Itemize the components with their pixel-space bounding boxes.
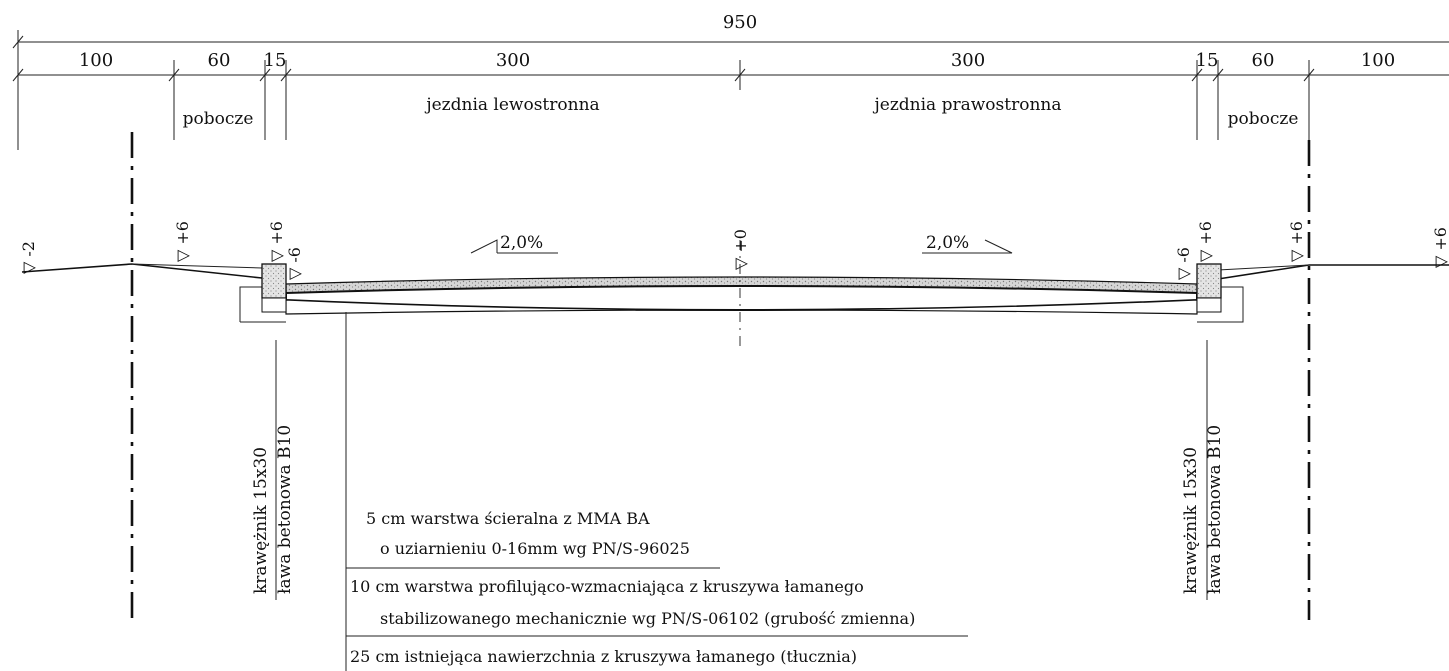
- dim-seg-1: 100: [79, 50, 113, 71]
- right-terrain-line: [1217, 264, 1449, 280]
- zone-labels: pobocze jezdnia lewostronna jezdnia praw…: [183, 95, 1299, 129]
- right-lane-label: jezdnia prawostronna: [873, 95, 1062, 115]
- dimension-chain: 950 100 60 15 300 300 15 60 100: [12, 12, 1449, 150]
- svg-text:▽ -6: ▽ -6: [285, 247, 304, 280]
- elev-far-left: ▽ -2: [19, 241, 38, 274]
- right-curb-labels: krawężnik 15x30 ława betonowa B10: [1181, 425, 1225, 594]
- dimension-extension-lines: [17, 30, 1310, 150]
- dim-total: 950: [723, 12, 757, 33]
- elev-left-shoulder: ▽ +6: [173, 221, 192, 262]
- left-terrain-line: [21, 263, 263, 279]
- layer-legend: 5 cm warstwa ścieralna z MMA BA o uziarn…: [346, 509, 968, 666]
- elev-far-right: ▽ +6: [1431, 227, 1449, 268]
- svg-text:▽ +6: ▽ +6: [267, 221, 286, 262]
- left-curb: [261, 263, 287, 299]
- dim-seg-5: 300: [951, 50, 985, 71]
- left-curb-assembly: [239, 263, 287, 323]
- right-curb-assembly: [1196, 263, 1244, 323]
- elev-axis: ▽ +0: [731, 229, 750, 270]
- svg-text:▽ -6: ▽ -6: [1174, 247, 1193, 280]
- existing-base-layer: [285, 299, 1198, 315]
- slope-indicators: 2,0% 2,0%: [470, 233, 1013, 254]
- elev-right-curb-edge: ▽ -6: [1174, 247, 1193, 280]
- left-shoulder-label: pobocze: [183, 109, 254, 129]
- dim-seg-3: 15: [264, 50, 287, 71]
- right-slope-label: 2,0%: [926, 233, 969, 253]
- right-curb: [1196, 263, 1222, 299]
- svg-text:▽ +6: ▽ +6: [173, 221, 192, 262]
- right-slope-indicator: 2,0%: [922, 233, 1013, 254]
- svg-text:▽ +6: ▽ +6: [1287, 221, 1306, 262]
- terrain: [21, 263, 1449, 280]
- left-slope-label: 2,0%: [500, 233, 543, 253]
- layer-3-line-1: 25 cm istniejąca nawierzchnia z kruszywa…: [350, 647, 857, 666]
- dim-seg-7: 60: [1252, 50, 1275, 71]
- elevation-markers: ▽ -2 ▽ +6 ▽ +6 ▽ -6 ▽ +0 ▽ -6 ▽ +6 ▽ +6 …: [19, 221, 1449, 280]
- elev-left-curb-top: ▽ +6: [267, 221, 286, 262]
- dim-seg-4: 300: [496, 50, 530, 71]
- left-curb-labels: krawężnik 15x30 ława betonowa B10: [251, 425, 295, 594]
- layer-1-line-2: o uziarnieniu 0-16mm wg PN/S-96025: [380, 539, 690, 558]
- dim-seg-2: 60: [208, 50, 231, 71]
- elev-far-left-label: ▽ -2: [19, 241, 38, 274]
- elev-right-curb-top: ▽ +6: [1196, 221, 1215, 262]
- left-bench-label: ława betonowa B10: [275, 425, 295, 594]
- pavement: [285, 276, 1198, 315]
- left-lane-label: jezdnia lewostronna: [424, 95, 599, 115]
- svg-text:▽ +6: ▽ +6: [1431, 227, 1449, 268]
- right-bench-label: ława betonowa B10: [1205, 425, 1225, 594]
- svg-text:▽ +0: ▽ +0: [731, 229, 750, 270]
- right-bench: [1196, 297, 1222, 313]
- left-curb-label: krawężnik 15x30: [251, 447, 271, 594]
- svg-text:▽ +6: ▽ +6: [1196, 221, 1215, 262]
- left-slope-indicator: 2,0%: [470, 233, 558, 254]
- elev-right-shoulder: ▽ +6: [1287, 221, 1306, 262]
- layer-2-line-2: stabilizowanego mechanicznie wg PN/S-061…: [380, 609, 915, 628]
- dim-seg-8: 100: [1361, 50, 1395, 71]
- layer-1-line-1: 5 cm warstwa ścieralna z MMA BA: [366, 509, 650, 528]
- left-bench: [261, 297, 287, 313]
- dim-seg-6: 15: [1196, 50, 1219, 71]
- right-curb-label: krawężnik 15x30: [1181, 447, 1201, 594]
- elev-left-curb-edge: ▽ -6: [285, 247, 304, 280]
- layer-2-line-1: 10 cm warstwa profilująco-wzmacniająca z…: [350, 577, 864, 596]
- right-shoulder-label: pobocze: [1228, 109, 1299, 129]
